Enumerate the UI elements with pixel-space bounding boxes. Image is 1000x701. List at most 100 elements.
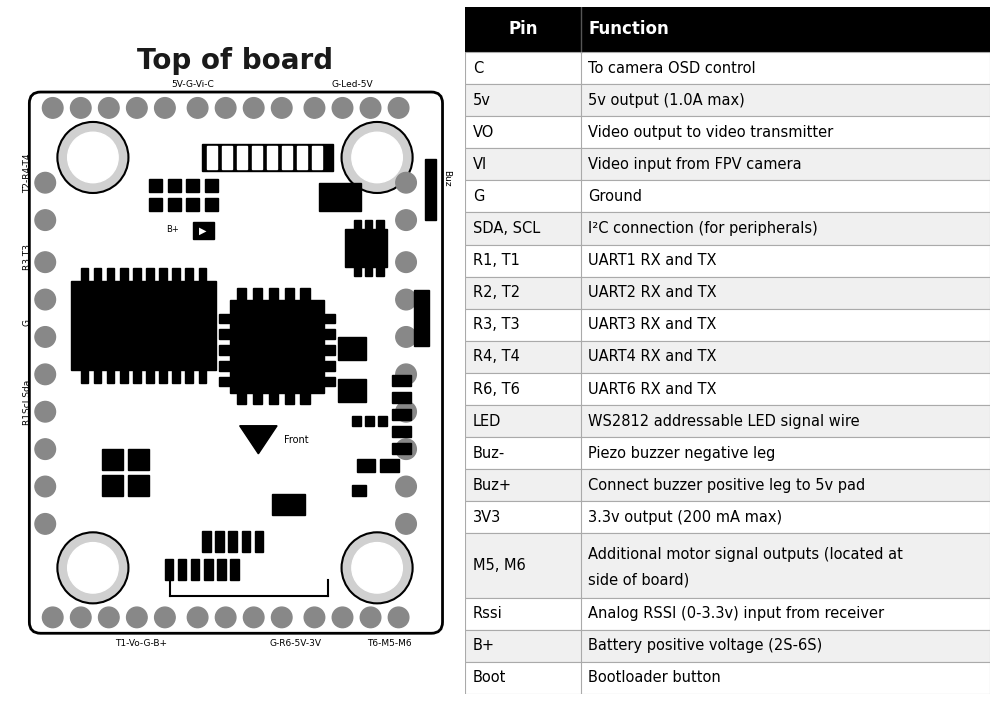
Bar [191, 559, 199, 580]
Bar [237, 288, 246, 299]
Circle shape [35, 210, 56, 231]
Text: I²C connection (for peripherals): I²C connection (for peripherals) [588, 221, 818, 236]
Bar [465, 405, 990, 437]
Bar [217, 559, 226, 580]
Bar [465, 533, 990, 598]
Bar [159, 369, 167, 383]
Text: C: C [473, 60, 483, 76]
Text: 5V-G-Vi-C: 5V-G-Vi-C [172, 80, 214, 89]
Bar [219, 346, 230, 355]
Bar [319, 183, 361, 211]
Bar [365, 416, 374, 426]
Bar [222, 147, 232, 169]
Bar [465, 501, 990, 533]
Bar [230, 559, 239, 580]
Bar [133, 268, 141, 281]
Text: UART3 RX and TX: UART3 RX and TX [588, 318, 717, 332]
Circle shape [35, 514, 56, 534]
Text: R4, T4: R4, T4 [473, 349, 520, 365]
Circle shape [360, 607, 381, 627]
Text: Analog RSSI (0-3.3v) input from receiver: Analog RSSI (0-3.3v) input from receiver [588, 606, 885, 621]
Bar [282, 147, 292, 169]
Bar [133, 369, 141, 383]
Bar [285, 288, 294, 299]
Bar [185, 369, 193, 383]
Bar [465, 148, 990, 180]
Bar [380, 459, 399, 472]
Circle shape [352, 543, 402, 593]
Text: Front: Front [284, 435, 308, 444]
Text: G: G [473, 189, 484, 204]
Bar [300, 288, 310, 299]
Bar [199, 268, 206, 281]
Circle shape [352, 132, 402, 183]
Bar [205, 179, 218, 192]
Circle shape [332, 97, 353, 118]
Bar [71, 281, 216, 369]
Bar [94, 369, 101, 383]
Bar [199, 369, 206, 383]
Circle shape [35, 172, 56, 193]
Bar [465, 52, 990, 84]
Text: UART1 RX and TX: UART1 RX and TX [588, 253, 717, 268]
Circle shape [155, 607, 175, 627]
FancyBboxPatch shape [29, 92, 443, 633]
Circle shape [155, 97, 175, 118]
Circle shape [70, 607, 91, 627]
Bar [207, 147, 217, 169]
Circle shape [57, 532, 128, 604]
Bar [81, 268, 88, 281]
Bar [253, 288, 262, 299]
Bar [392, 426, 411, 437]
Bar [168, 198, 181, 211]
Text: T2-R4-T4: T2-R4-T4 [23, 154, 32, 193]
Text: R2, T2: R2, T2 [473, 285, 520, 300]
Bar [219, 329, 230, 339]
Circle shape [396, 327, 416, 347]
Circle shape [388, 607, 409, 627]
Bar [376, 220, 384, 229]
Circle shape [35, 327, 56, 347]
Bar [202, 531, 211, 552]
Text: Video output to video transmitter: Video output to video transmitter [588, 125, 834, 139]
Text: Bootloader button: Bootloader button [588, 670, 721, 686]
Bar [465, 180, 990, 212]
Bar [165, 559, 173, 580]
Circle shape [215, 607, 236, 627]
Text: Connect buzzer positive leg to 5v pad: Connect buzzer positive leg to 5v pad [588, 478, 866, 493]
Bar [465, 469, 990, 501]
Polygon shape [240, 426, 277, 454]
Text: R3 T3: R3 T3 [23, 245, 32, 271]
Bar [338, 379, 366, 402]
Bar [465, 598, 990, 629]
Bar [269, 393, 278, 404]
Bar [102, 475, 123, 496]
Bar [392, 392, 411, 403]
Text: Buz-: Buz- [473, 446, 505, 461]
Text: Buz+: Buz+ [473, 478, 512, 493]
Bar [159, 268, 167, 281]
Circle shape [332, 607, 353, 627]
Text: Additional motor signal outputs (located at: Additional motor signal outputs (located… [588, 547, 903, 562]
Text: G-Led-5V: G-Led-5V [331, 80, 373, 89]
Circle shape [271, 97, 292, 118]
Bar [465, 437, 990, 469]
Bar [219, 377, 230, 386]
Circle shape [396, 476, 416, 497]
Bar [237, 147, 247, 169]
Bar [120, 268, 128, 281]
Bar [365, 267, 372, 276]
Circle shape [271, 607, 292, 627]
Bar [324, 346, 335, 355]
Bar [146, 268, 154, 281]
Bar [392, 442, 411, 454]
Circle shape [342, 532, 413, 604]
Circle shape [42, 97, 63, 118]
Circle shape [70, 97, 91, 118]
Bar [425, 159, 436, 220]
Bar [465, 662, 990, 694]
Circle shape [68, 132, 118, 183]
Bar [352, 416, 361, 426]
Bar [128, 449, 149, 470]
Bar [465, 629, 990, 662]
